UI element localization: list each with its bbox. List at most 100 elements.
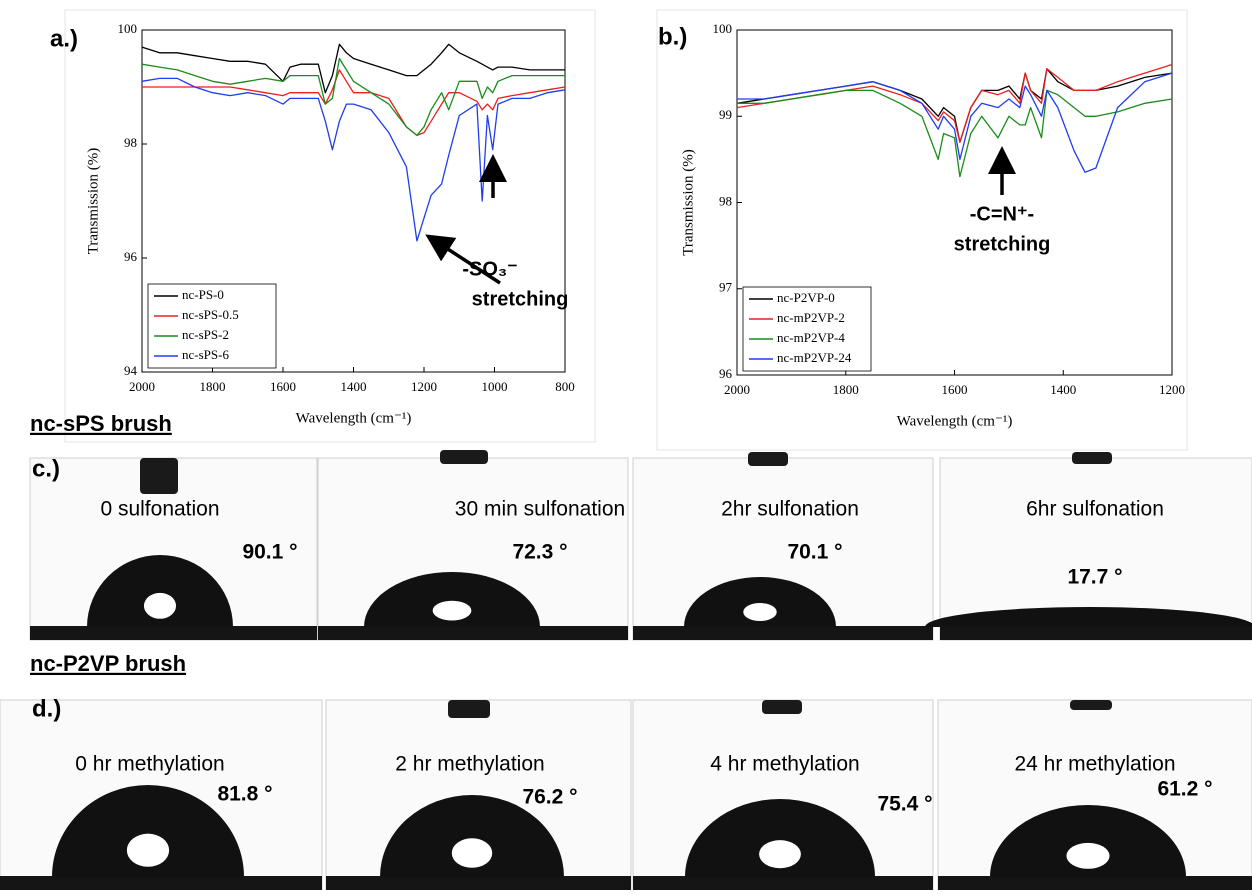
contact-angle: 76.2 ° — [522, 786, 577, 809]
legend-label: nc-sPS-0.5 — [182, 307, 239, 322]
needle — [748, 452, 788, 466]
legend-label: nc-mP2VP-4 — [777, 330, 845, 345]
panel-label: c.) — [32, 455, 60, 482]
droplet — [52, 785, 244, 877]
x-tick-label: 1000 — [482, 379, 508, 394]
substrate — [940, 626, 1252, 640]
needle — [440, 450, 488, 464]
droplet-highlight — [1066, 842, 1110, 869]
contact-angle: 72.3 ° — [512, 541, 567, 564]
panel-label: b.) — [658, 23, 687, 50]
droplet-highlight — [143, 592, 177, 619]
legend-label: nc-sPS-6 — [182, 347, 229, 362]
photo-caption: 6hr sulfonation — [1026, 498, 1164, 521]
y-tick-label: 94 — [124, 363, 138, 378]
substrate — [633, 876, 933, 890]
x-axis-label: Wavelength (cm⁻¹) — [897, 413, 1013, 429]
droplet — [364, 572, 540, 627]
series-line — [141, 77, 566, 242]
needle — [140, 458, 178, 494]
droplet — [87, 555, 233, 627]
x-tick-label: 1800 — [833, 382, 859, 397]
droplet-highlight — [451, 838, 493, 868]
x-tick-label: 1800 — [200, 379, 226, 394]
contact-angle: 90.1 ° — [242, 541, 297, 564]
photo-caption: 24 hr methylation — [1014, 753, 1175, 776]
droplet — [685, 799, 875, 877]
droplet — [684, 577, 836, 627]
chart-card — [64, 9, 596, 443]
x-tick-label: 2000 — [129, 379, 155, 394]
x-tick-label: 1400 — [1050, 382, 1076, 397]
contact-angle: 61.2 ° — [1157, 778, 1212, 801]
x-tick-label: 1400 — [341, 379, 367, 394]
photo-caption: 0 sulfonation — [100, 498, 219, 521]
contact-angle: 70.1 ° — [787, 541, 842, 564]
droplet — [925, 607, 1252, 627]
x-tick-label: 1600 — [942, 382, 968, 397]
droplet-highlight — [759, 840, 801, 869]
legend-label: nc-mP2VP-2 — [777, 310, 845, 325]
substrate — [938, 876, 1252, 890]
series-line — [141, 57, 565, 137]
section-heading: nc-sPS brush — [30, 411, 172, 436]
panel-label: d.) — [32, 695, 61, 722]
photo-caption: 2hr sulfonation — [721, 498, 859, 521]
legend-label: nc-P2VP-0 — [777, 290, 835, 305]
arrow — [425, 234, 501, 285]
droplet-highlight — [126, 833, 170, 867]
y-tick-label: 98 — [719, 193, 732, 208]
photo-caption: 2 hr methylation — [395, 753, 544, 776]
y-tick-label: 96 — [719, 366, 733, 381]
substrate — [633, 626, 933, 640]
x-tick-label: 1200 — [411, 379, 437, 394]
y-tick-label: 99 — [719, 107, 732, 122]
legend-box — [742, 286, 872, 372]
needle — [1070, 700, 1112, 710]
panel-label: a.) — [50, 25, 78, 52]
series-line — [737, 72, 1173, 173]
x-tick-label: 800 — [555, 379, 575, 394]
annotation: -C=N⁺- — [970, 203, 1034, 225]
legend-label: nc-PS-0 — [182, 287, 224, 302]
y-tick-label: 97 — [719, 280, 733, 295]
substrate — [30, 626, 317, 640]
chart-card — [656, 9, 1188, 451]
needle — [448, 700, 490, 718]
y-axis-label: Transmission (%) — [85, 148, 101, 255]
y-tick-label: 100 — [713, 21, 733, 36]
y-tick-label: 100 — [118, 21, 138, 36]
droplet-highlight — [743, 603, 777, 621]
droplet — [990, 805, 1186, 877]
legend-box — [147, 283, 277, 369]
photo-caption: 0 hr methylation — [75, 753, 224, 776]
y-axis-label: Transmission (%) — [680, 149, 696, 256]
y-tick-label: 98 — [124, 135, 137, 150]
needle — [1072, 452, 1112, 464]
contact-angle: 81.8 ° — [217, 783, 272, 806]
legend-label: nc-mP2VP-24 — [777, 350, 852, 365]
x-tick-label: 1600 — [270, 379, 296, 394]
section-heading: nc-P2VP brush — [30, 651, 186, 676]
substrate — [0, 876, 322, 890]
droplet-highlight — [432, 600, 472, 621]
annotation: stretching — [472, 288, 569, 310]
annotation: stretching — [954, 233, 1051, 255]
photo-caption: 30 min sulfonation — [455, 498, 625, 521]
substrate — [326, 876, 631, 890]
droplet — [380, 795, 564, 877]
needle — [762, 700, 802, 714]
x-tick-label: 2000 — [724, 382, 750, 397]
series-line — [141, 43, 565, 94]
substrate — [318, 626, 628, 640]
contact-angle: 17.7 ° — [1067, 566, 1122, 589]
x-axis-label: Wavelength (cm⁻¹) — [296, 410, 412, 426]
series-line — [737, 89, 1173, 178]
legend-label: nc-sPS-2 — [182, 327, 229, 342]
contact-angle: 75.4 ° — [877, 793, 932, 816]
annotation: -SO₃⁻ — [462, 258, 517, 280]
series-line — [736, 63, 1173, 143]
photo-caption: 4 hr methylation — [710, 753, 859, 776]
